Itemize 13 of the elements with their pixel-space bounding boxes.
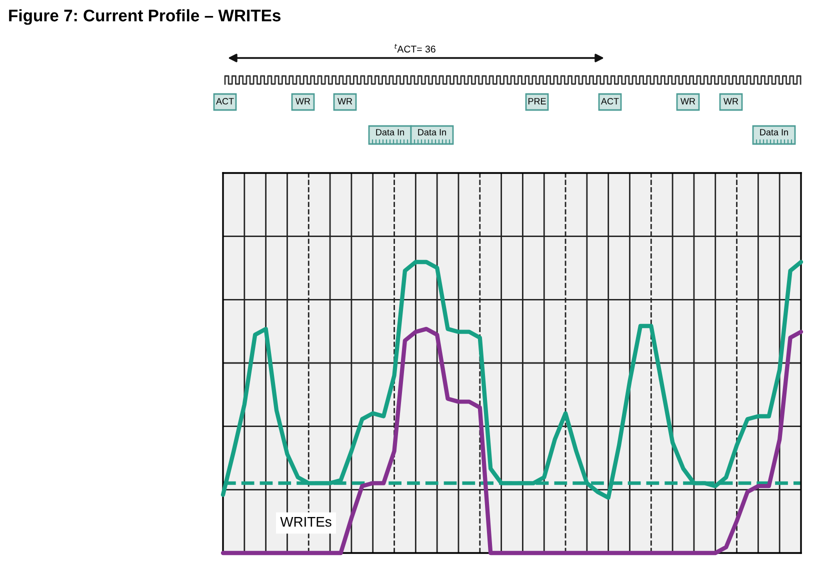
text: Data In	[418, 129, 446, 136]
text: Data In	[376, 129, 404, 136]
text: $^{t}$ACT= 36	[394, 44, 436, 53]
text: WR	[680, 98, 696, 104]
chart-title: Figure 7: Current Profile – WRITEs	[9, 9, 280, 25]
text: WR	[296, 98, 310, 104]
text: WR	[724, 98, 738, 104]
annotation: WRITEs	[280, 517, 332, 527]
text: PRE	[528, 98, 546, 104]
text: ACT	[216, 98, 234, 104]
text: WR	[338, 98, 352, 104]
text: Data In	[760, 129, 788, 136]
text: ACT	[600, 98, 619, 104]
